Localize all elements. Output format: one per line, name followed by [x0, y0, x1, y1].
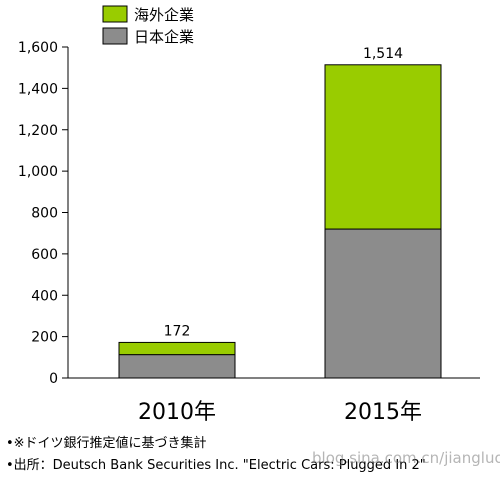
y-tick-label: 200	[31, 330, 58, 346]
bar-segment	[324, 228, 442, 379]
footnote-source: •出所：Deutsch Bank Securities Inc. "Electr…	[6, 458, 426, 473]
y-tick-label: 800	[31, 206, 58, 222]
legend-swatch	[102, 5, 128, 23]
x-category-label: 2015年	[344, 400, 422, 425]
y-tick-label: 1,200	[18, 123, 58, 139]
y-tick-label: 1,000	[18, 164, 58, 180]
x-category-label: 2010年	[138, 400, 216, 425]
stacked-bar-chart: 0 200 400 600 800 1,000 1,200 1,400 1,600 172 2010…	[18, 5, 480, 425]
bar-segment	[118, 354, 236, 379]
legend-label: 日本企業	[134, 28, 194, 46]
bar-total-label: 172	[164, 323, 191, 339]
y-tick-label: 1,400	[18, 81, 58, 97]
y-tick-label: 1,600	[18, 40, 58, 56]
legend-label: 海外企業	[134, 6, 194, 24]
bar-segment	[324, 64, 442, 230]
y-tick-label: 600	[31, 247, 58, 263]
bar-segment	[118, 341, 236, 356]
legend-swatch	[102, 27, 128, 45]
bar-total-label: 1,514	[363, 46, 403, 62]
footnote-estimate: •※ドイツ銀行推定値に基づき集計	[6, 436, 207, 451]
watermark: blog.sina.com.cn/jiangluogu	[312, 449, 500, 467]
y-tick-label: 0	[49, 371, 58, 387]
y-tick-label: 400	[31, 288, 58, 304]
